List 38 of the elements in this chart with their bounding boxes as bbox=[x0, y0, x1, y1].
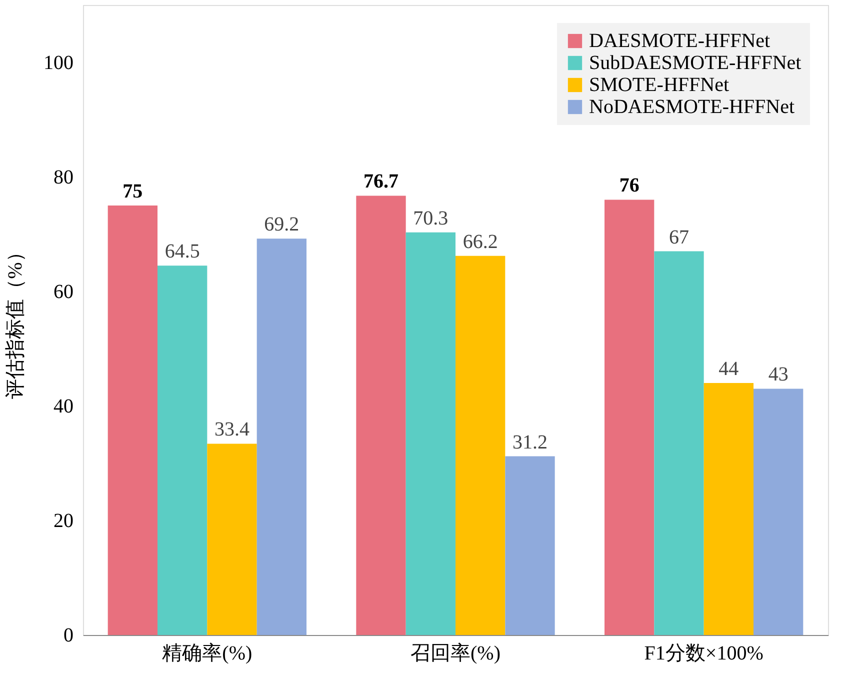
data-label: 66.2 bbox=[462, 230, 498, 253]
data-label: 43 bbox=[768, 364, 788, 386]
legend-label: DAESMOTE-HFFNet bbox=[589, 30, 771, 52]
bar bbox=[406, 232, 456, 635]
legend-label: SMOTE-HFFNet bbox=[589, 74, 730, 96]
y-axis-title: 评估指标值（%） bbox=[4, 242, 26, 399]
data-label: 75 bbox=[122, 180, 143, 202]
data-label: 67 bbox=[669, 226, 689, 248]
data-label: 70.3 bbox=[413, 207, 448, 230]
data-label: 69.2 bbox=[264, 214, 300, 236]
bar bbox=[604, 200, 654, 635]
bar bbox=[356, 196, 406, 635]
data-label: 33.4 bbox=[214, 418, 250, 441]
data-label: 64.5 bbox=[164, 240, 200, 263]
data-label: 44 bbox=[718, 358, 739, 380]
data-label: 31.2 bbox=[512, 431, 548, 454]
y-tick-label: 80 bbox=[54, 166, 74, 188]
legend-label: NoDAESMOTE-HFFNet bbox=[589, 96, 795, 118]
bar bbox=[704, 383, 754, 635]
bar bbox=[456, 256, 506, 635]
y-tick-label: 40 bbox=[54, 395, 74, 418]
y-tick-label: 20 bbox=[54, 510, 74, 532]
x-tick-label: F1分数×100% bbox=[644, 642, 764, 664]
bar bbox=[108, 205, 158, 635]
legend-label: SubDAESMOTE-HFFNet bbox=[589, 52, 802, 74]
bar bbox=[505, 456, 555, 635]
y-tick-label: 100 bbox=[44, 52, 74, 74]
data-label: 76.7 bbox=[364, 170, 398, 193]
data-label: 76 bbox=[619, 174, 640, 197]
x-tick-label: 召回率(%) bbox=[410, 642, 500, 664]
x-tick-label: 精确率(%) bbox=[162, 642, 252, 664]
bar bbox=[207, 444, 257, 635]
bar bbox=[158, 266, 208, 635]
y-tick-label: 60 bbox=[54, 280, 74, 303]
bar bbox=[256, 238, 306, 635]
bar bbox=[754, 388, 804, 635]
y-tick-label: 0 bbox=[64, 624, 74, 646]
bar bbox=[654, 251, 704, 635]
